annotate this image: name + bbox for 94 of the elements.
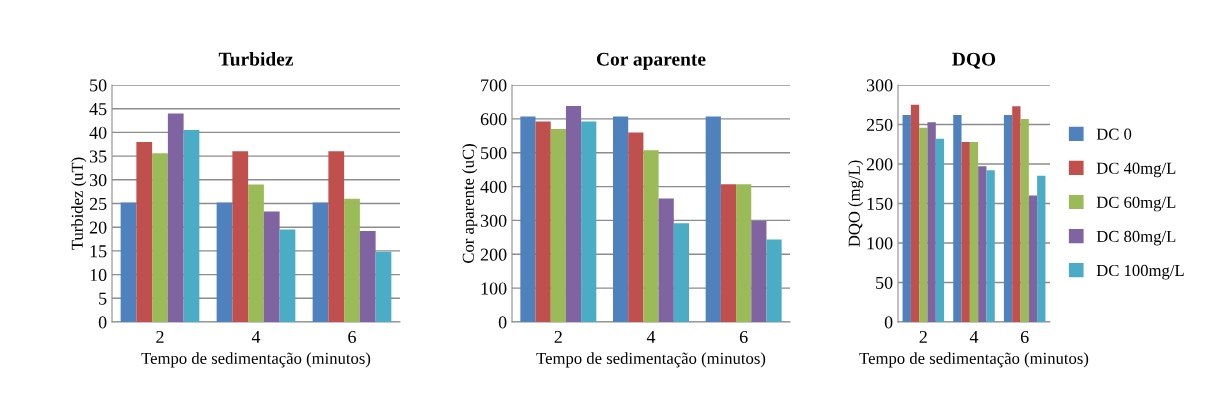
x-axis-title: Tempo de sedimentação (minutos)	[859, 352, 1089, 368]
bar	[961, 141, 970, 322]
bar	[705, 116, 721, 322]
bar	[673, 223, 689, 322]
bar	[969, 141, 979, 322]
bar	[766, 239, 782, 322]
bar	[520, 116, 536, 322]
bar	[152, 153, 168, 322]
legend-label: DC 60mg/L	[1096, 196, 1176, 212]
bar	[978, 166, 987, 322]
x-tick-label: 6	[348, 330, 356, 344]
x-axis-title: Tempo de sedimentação (minutos)	[141, 352, 371, 368]
y-tick-label: 250	[866, 118, 893, 131]
bar	[643, 150, 659, 322]
y-tick-label: 300	[480, 214, 507, 227]
y-tick-label: 20	[89, 221, 107, 234]
y-tick-label: 200	[866, 158, 893, 171]
y-tick-label: 300	[866, 79, 893, 92]
chart-title: Turbidez	[218, 52, 294, 66]
bar	[910, 104, 920, 322]
bar	[344, 198, 360, 322]
chart-title: Cor aparente	[596, 52, 706, 70]
bar	[167, 113, 184, 322]
x-tick-label: 2	[156, 330, 164, 343]
bar	[613, 116, 629, 322]
y-tick-label: 25	[89, 197, 107, 210]
x-tick-label: 6	[1020, 330, 1029, 344]
bar	[658, 198, 674, 322]
bar	[1012, 106, 1021, 322]
bar	[1037, 175, 1046, 322]
bar	[328, 151, 345, 322]
x-axis-title: Tempo de sedimentação (minutos)	[536, 352, 766, 368]
chart-title: DQO	[952, 52, 996, 69]
legend-label: DC 0	[1096, 128, 1132, 140]
bar	[312, 202, 329, 322]
y-tick-label: 500	[481, 146, 507, 160]
bar	[550, 129, 566, 322]
bar	[919, 127, 928, 322]
y-tick-label: 30	[89, 174, 107, 187]
y-tick-label: 50	[876, 276, 893, 289]
y-tick-label: 100	[867, 237, 893, 250]
x-tick-label: 4	[969, 330, 979, 343]
bar	[581, 121, 597, 322]
x-tick-label: 4	[251, 330, 261, 343]
bar	[1020, 118, 1029, 322]
y-tick-label: 600	[480, 113, 507, 126]
y-tick-label: 700	[481, 79, 507, 92]
bar	[1003, 115, 1013, 322]
bar	[927, 122, 936, 322]
y-tick-label: 10	[90, 268, 107, 282]
bar	[736, 184, 752, 322]
y-axis-title: Cor aparente (uC)	[462, 144, 478, 263]
bar	[263, 211, 280, 322]
x-tick-label: 2	[554, 330, 562, 343]
x-tick-label: 4	[646, 330, 656, 343]
y-tick-label: 45	[89, 103, 107, 116]
bar	[216, 202, 233, 322]
legend-label: DC 40mg/L	[1096, 162, 1176, 178]
bar	[120, 202, 137, 322]
bar	[535, 121, 551, 322]
y-tick-label: 200	[480, 248, 507, 261]
bar	[375, 251, 392, 322]
bar	[279, 229, 296, 322]
bar	[136, 141, 153, 322]
y-tick-label: 15	[90, 245, 107, 258]
legend-label: DC 100mg/L	[1096, 264, 1184, 280]
y-tick-label: 5	[99, 292, 107, 305]
y-tick-label: 40	[89, 126, 107, 139]
bar	[565, 105, 582, 322]
bar	[628, 132, 644, 322]
y-tick-label: 35	[89, 150, 107, 163]
bar	[953, 115, 962, 322]
bar	[1028, 195, 1038, 322]
y-tick-label: 0	[884, 316, 893, 329]
bar	[935, 138, 945, 322]
y-axis-title: DQO (mg/L)	[848, 160, 864, 247]
y-tick-label: 50	[90, 79, 107, 92]
y-tick-label: 400	[480, 180, 507, 194]
bar	[183, 130, 200, 322]
bar	[359, 230, 376, 322]
bar	[751, 221, 767, 322]
y-tick-label: 100	[481, 282, 507, 295]
bar	[986, 170, 995, 322]
y-tick-label: 150	[867, 197, 893, 210]
x-tick-label: 6	[739, 330, 748, 344]
y-tick-label: 0	[498, 316, 507, 329]
bar	[720, 184, 737, 322]
bar	[248, 184, 264, 322]
y-axis-title: Turbidez (uT)	[71, 157, 87, 250]
bar	[902, 115, 911, 322]
legend-label: DC 80mg/L	[1096, 230, 1176, 246]
bar	[232, 151, 249, 322]
x-tick-label: 2	[919, 330, 927, 343]
y-tick-label: 0	[98, 316, 107, 329]
